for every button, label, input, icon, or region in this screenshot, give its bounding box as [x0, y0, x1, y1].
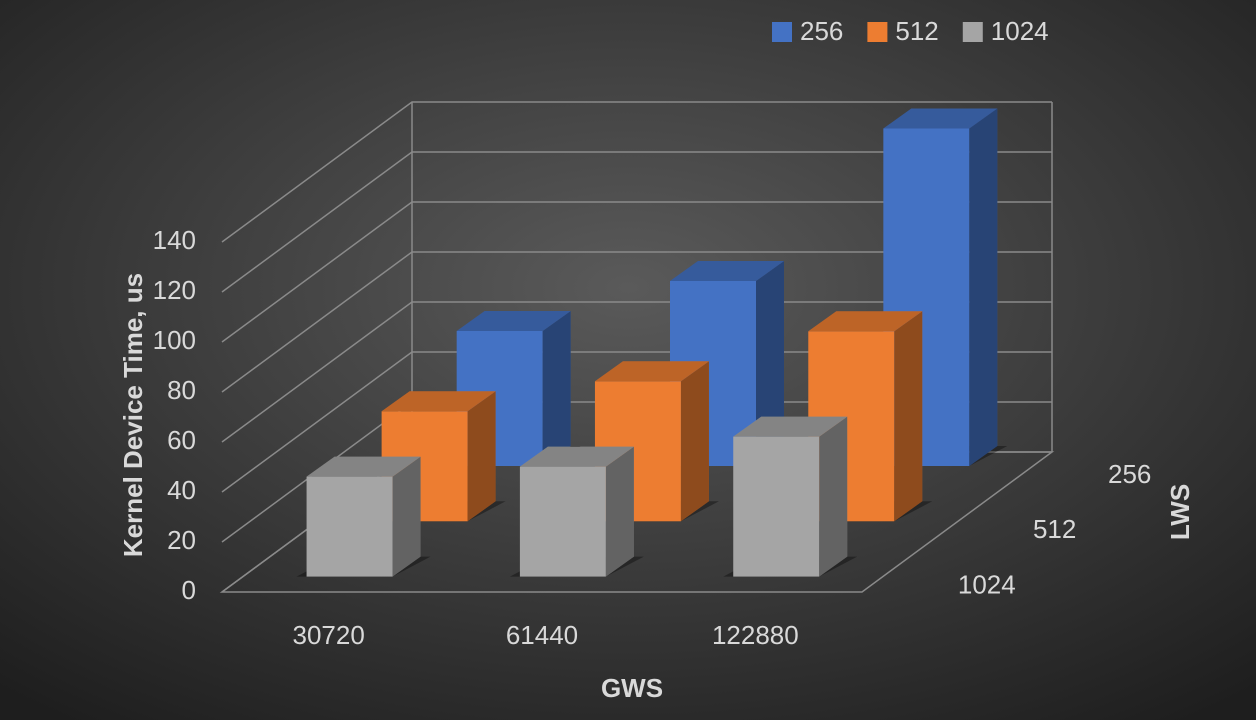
x-axis-title: GWS	[601, 673, 663, 703]
z-axis-title: LWS	[1165, 484, 1195, 540]
legend-label: 512	[895, 16, 938, 46]
bar-top-shade	[733, 416, 848, 437]
x-tick-label: 61440	[506, 620, 578, 650]
bar-side	[605, 446, 634, 577]
bar-side-shade	[605, 446, 634, 577]
bar-top-shade	[883, 108, 998, 129]
bar-top	[456, 311, 571, 331]
legend-label: 1024	[991, 16, 1049, 46]
bar-top-shade	[306, 456, 421, 477]
bar-top	[883, 108, 998, 129]
y-tick-label: 0	[182, 575, 196, 605]
y-tick-label: 20	[167, 525, 196, 555]
bar	[519, 466, 606, 577]
bar-top	[519, 446, 634, 467]
y-tick-label: 40	[167, 475, 196, 505]
x-tick-label: 122880	[712, 620, 799, 650]
bar-top-shade	[456, 311, 571, 331]
bar-side-shade	[392, 456, 421, 577]
bar-side	[392, 456, 421, 577]
z-tick-label: 512	[1033, 514, 1076, 544]
bar-side	[680, 361, 709, 522]
y-tick-label: 100	[153, 325, 196, 355]
legend-swatch	[962, 22, 983, 42]
bar-top	[594, 361, 709, 382]
y-tick-label: 120	[153, 275, 196, 305]
bar-side	[467, 391, 496, 522]
bar-top-shade	[594, 361, 709, 382]
bar-side-shade	[969, 108, 998, 466]
bar-top	[733, 416, 848, 437]
bar-top	[670, 261, 784, 281]
bar-side-shade	[756, 261, 784, 466]
z-tick-label: 256	[1108, 459, 1151, 489]
y-tick-label: 60	[167, 425, 196, 455]
bar-top-shade	[381, 391, 496, 412]
y-tick-label: 140	[153, 225, 196, 255]
bar-top-shade	[519, 446, 634, 467]
bar-side	[756, 261, 784, 466]
bar-top	[808, 311, 923, 332]
bar-side	[542, 311, 571, 466]
bar-side-shade	[467, 391, 496, 522]
bar-side-shade	[819, 416, 848, 577]
bar-top-shade	[670, 261, 784, 281]
y-axis-title: Kernel Device Time, us	[118, 273, 148, 557]
bar-side-shade	[680, 361, 709, 522]
bar-top	[381, 391, 496, 412]
bar-side	[894, 311, 923, 522]
bar-top	[306, 456, 421, 477]
bar-side	[819, 416, 848, 577]
legend-label: 256	[800, 16, 843, 46]
y-tick-label: 80	[167, 375, 196, 405]
bar	[733, 436, 820, 577]
bar-side	[969, 108, 998, 466]
bar-side-shade	[894, 311, 923, 522]
bar-top-shade	[808, 311, 923, 332]
bar	[306, 476, 393, 577]
legend-swatch	[867, 22, 888, 42]
z-tick-label: 1024	[958, 569, 1016, 599]
x-tick-label: 30720	[293, 620, 365, 650]
bar-side-shade	[542, 311, 571, 466]
legend-swatch	[772, 22, 792, 42]
